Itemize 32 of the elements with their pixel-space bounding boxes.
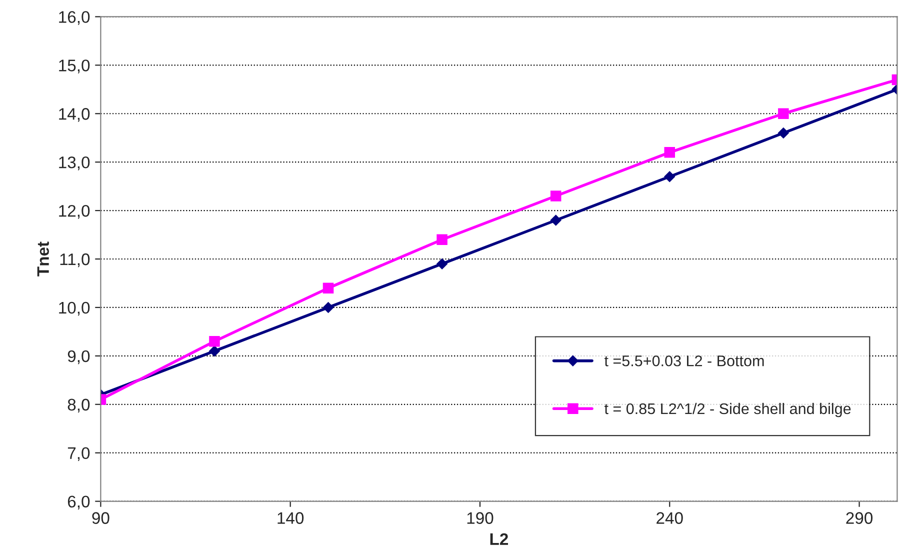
y-tick-label: 6,0 <box>68 496 90 510</box>
y-tick-label: 15,0 <box>59 60 90 74</box>
point <box>664 171 676 182</box>
y-tick-label: 13,0 <box>59 156 90 170</box>
x-tick-label: 190 <box>467 512 494 524</box>
point <box>550 190 562 202</box>
point <box>209 346 220 357</box>
legend-label: t =5.5+0.03 L2 - Bottom <box>604 355 764 366</box>
y-tick-label: 7,0 <box>68 447 90 462</box>
y-axis-title: Tnet <box>37 242 49 276</box>
point <box>778 108 789 120</box>
point <box>664 147 676 158</box>
point <box>436 234 448 245</box>
x-tick-label: 140 <box>278 512 304 524</box>
y-tick-label: 8,0 <box>68 398 90 413</box>
y-tick-label: 12,0 <box>59 204 90 219</box>
x-tick-label: 240 <box>656 512 683 524</box>
legend-label: t = 0.85 L2^1/2 - Side shell and bilge <box>604 402 851 418</box>
x-tick-label: 290 <box>846 512 873 524</box>
point <box>550 214 562 226</box>
point <box>209 336 220 347</box>
y-tick-label: 9,0 <box>68 350 90 364</box>
y-tick-label: 14,0 <box>59 108 90 122</box>
y-tick-label: 10,0 <box>59 302 90 316</box>
y-tick-label: 16,0 <box>59 11 90 25</box>
y-tick-label: 11,0 <box>60 253 90 268</box>
point <box>436 258 448 270</box>
x-axis-title: L2 <box>490 533 508 545</box>
point <box>778 128 789 138</box>
point <box>322 302 334 313</box>
x-tick-label: 90 <box>92 512 110 524</box>
point <box>322 282 334 294</box>
